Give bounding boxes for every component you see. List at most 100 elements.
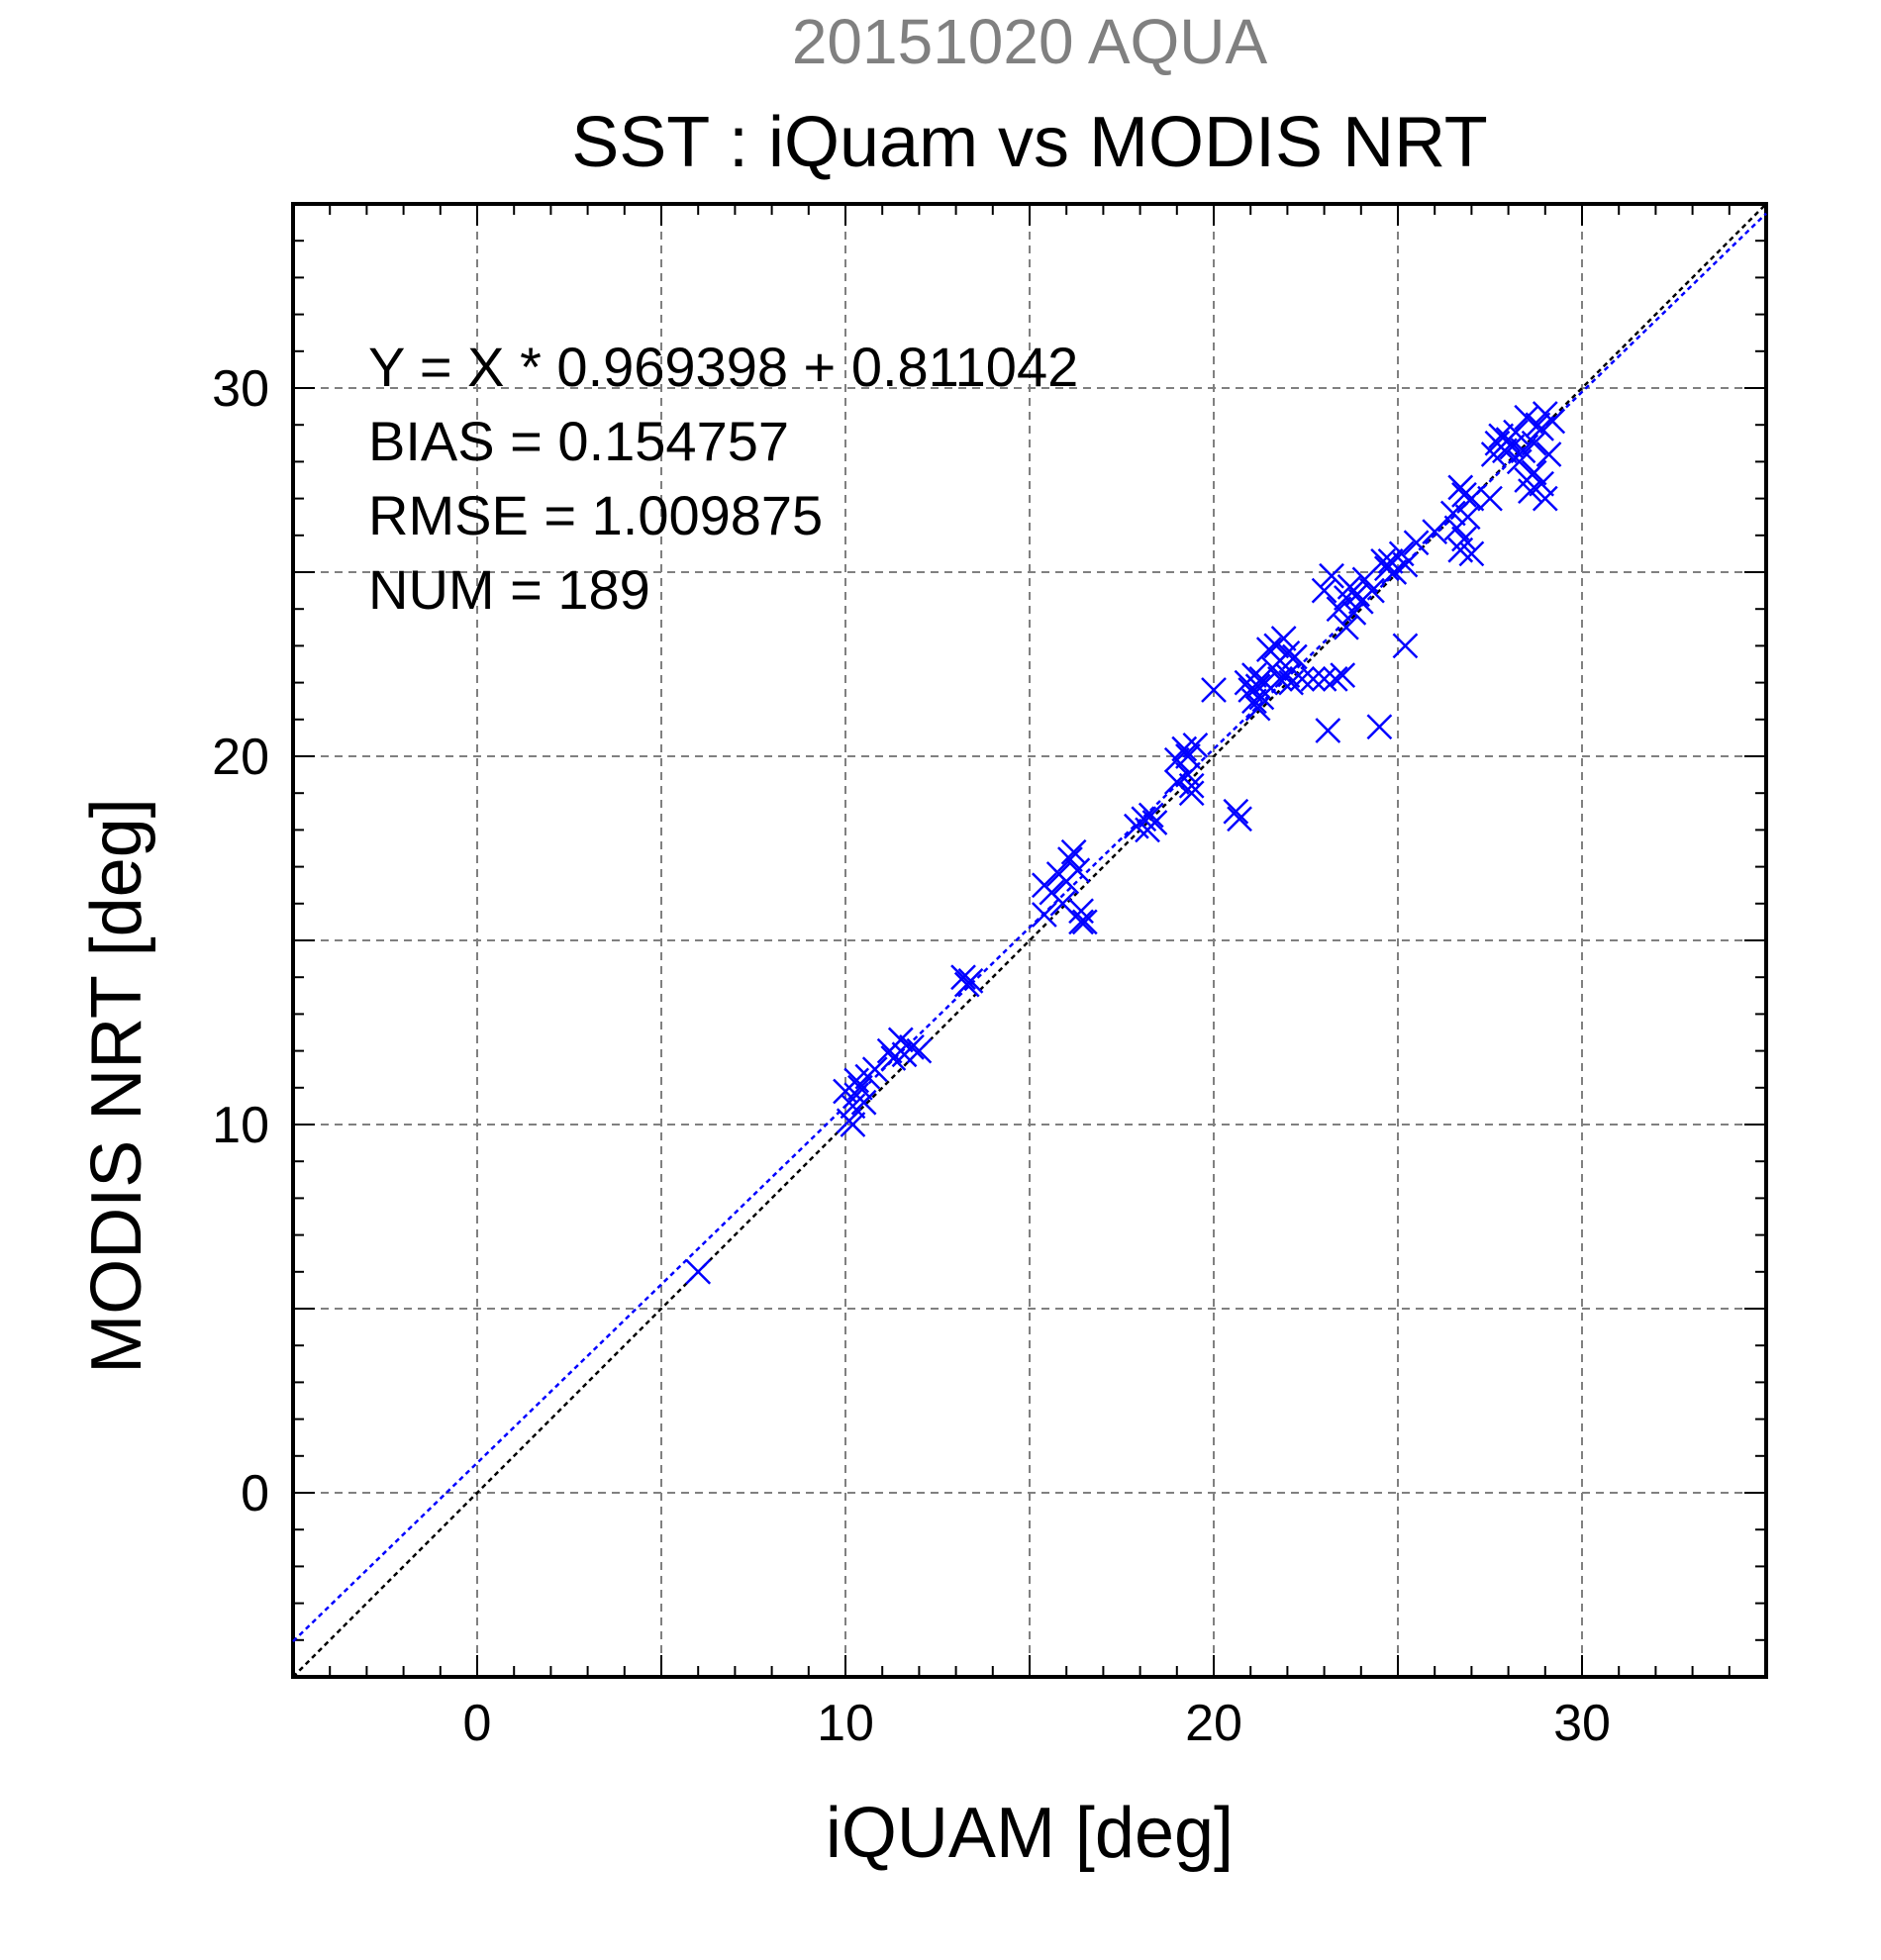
data-point-stroke [1330,662,1356,689]
data-point-stroke [1535,441,1562,467]
data-point [1439,500,1466,527]
data-point [846,1074,873,1101]
data-point-stroke [1359,577,1385,604]
x-axis-label: iQUAM [deg] [826,1794,1234,1873]
data-point [906,1037,933,1064]
y-tick-label: 0 [241,1465,269,1522]
data-point [887,1027,914,1053]
data-point-stroke [1499,434,1526,460]
data-point [1300,665,1327,692]
stats-num: NUM = 189 [368,558,650,621]
reference-lines [292,203,1767,1678]
data-point-stroke [1529,416,1554,441]
y-tick-label: 20 [212,729,269,786]
stats-regression: Y = X * 0.969398 + 0.811042 [368,336,1078,398]
data-point [957,968,984,994]
chart-title: SST : iQuam vs MODIS NRT [571,103,1488,182]
data-point-stroke [1049,890,1076,917]
data-point-stroke [950,964,976,991]
data-point-stroke [1071,909,1098,935]
data-point-stroke [1244,673,1271,700]
data-point [1503,419,1529,445]
data-point [840,1112,866,1137]
data-point-stroke [1503,419,1529,445]
data-point-stroke [1392,551,1419,578]
x-tick-label: 20 [1185,1695,1242,1752]
data-point [1138,802,1164,829]
stats-box: Y = X * 0.969398 + 0.811042 BIAS = 0.154… [368,336,1078,621]
data-point [1326,596,1352,623]
data-point-stroke [1201,677,1227,703]
data-point [1201,677,1227,703]
data-point-stroke [1521,430,1547,456]
data-point-stroke [1141,810,1168,835]
x-tick-label: 0 [463,1695,492,1752]
data-point-stroke [1138,802,1164,829]
data-point-stroke [887,1027,914,1053]
data-point-stroke [1267,665,1293,692]
data-point [1539,408,1566,435]
data-point [1359,577,1385,604]
data-point [1315,718,1341,743]
data-point-stroke [1529,470,1554,497]
data-point-stroke [1178,772,1205,799]
x-tick-label: 30 [1553,1695,1611,1752]
data-point [1241,688,1267,715]
data-point-stroke [1241,688,1267,715]
data-point [1182,732,1209,758]
data-point-stroke [1334,614,1359,640]
data-point-stroke [1539,408,1566,435]
data-point [1163,769,1190,795]
data-point-stroke [1451,481,1477,508]
grid-lines [293,204,1766,1677]
data-point-stroke [1381,559,1408,585]
data-point [1141,810,1168,835]
stats-bias: BIAS = 0.154757 [368,410,789,472]
data-point-stroke [1510,438,1536,464]
tick-marks [292,203,1767,1678]
data-point-stroke [1274,662,1301,689]
data-point [1281,643,1308,670]
data-point [1535,441,1562,467]
data-point-stroke [1514,404,1540,431]
data-point-stroke [1366,714,1393,740]
y-axis-label: MODIS NRT [deg] [77,798,156,1374]
data-point-stroke [1403,530,1430,556]
data-point-stroke [861,1056,888,1083]
data-point [1322,665,1348,692]
data-point [1064,857,1091,884]
data-points [685,401,1566,1285]
data-point-stroke [1227,806,1252,833]
data-point [1392,551,1419,578]
data-point [1057,846,1083,873]
data-point-stroke [1289,665,1316,692]
data-point [685,1258,712,1285]
data-point [861,1056,888,1083]
tick-labels: 0 10 20 30 0 10 20 30 [212,360,1611,1752]
data-point-stroke [1311,665,1337,692]
data-point-stroke [1315,718,1341,743]
data-point [1529,416,1554,441]
data-point-stroke [1064,857,1091,884]
data-point [1521,459,1547,486]
data-point [1451,526,1477,552]
data-point [1252,669,1278,696]
data-point [1458,540,1485,567]
data-point-stroke [1326,596,1352,623]
data-point-stroke [957,968,984,994]
data-point-stroke [1223,798,1249,825]
data-point-stroke [1377,547,1404,574]
data-point-stroke [1322,665,1348,692]
data-point-stroke [840,1112,866,1137]
data-point-stroke [1388,540,1415,567]
data-point-stroke [1163,769,1190,795]
data-point [1392,633,1419,659]
data-point-stroke [1454,504,1481,531]
data-point [1458,485,1485,512]
data-point-stroke [1319,562,1344,589]
y-tick-label: 30 [212,360,269,418]
data-point-stroke [1477,485,1503,512]
data-point-stroke [1270,626,1297,651]
data-point-stroke [1131,806,1157,833]
